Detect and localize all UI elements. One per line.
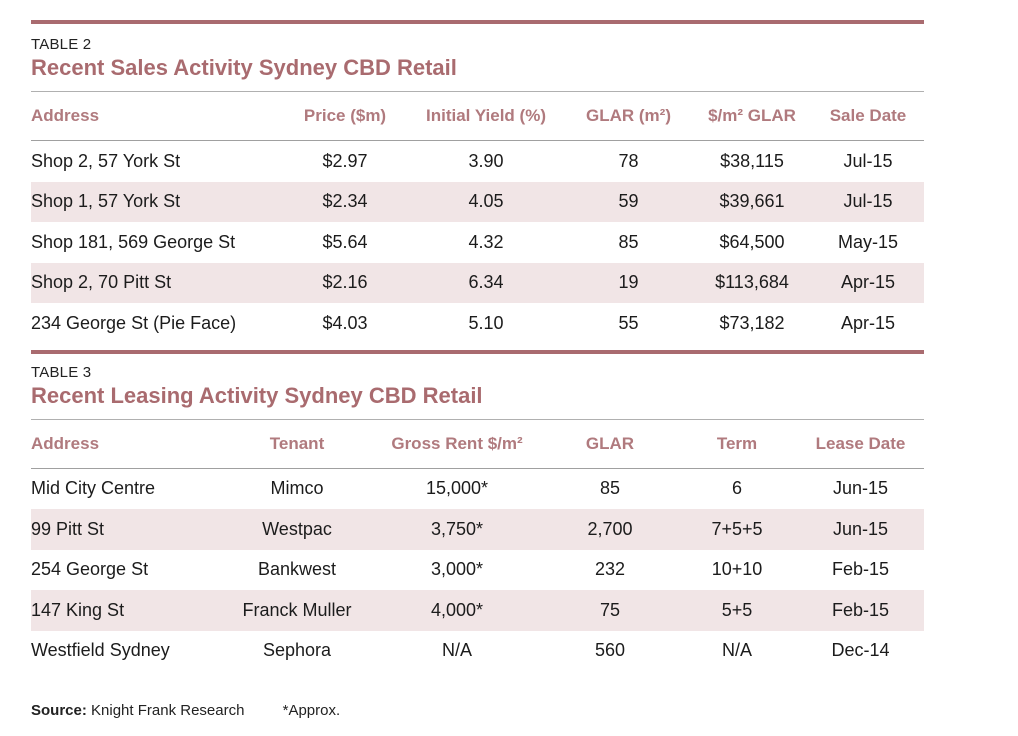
table2-cell-sale-date: Jul-15 [843, 150, 893, 171]
table2-cell-yield: 3.90 [468, 150, 504, 171]
table3-title-rule [31, 418, 924, 420]
table3-cell-address: 147 King St [31, 590, 223, 631]
table3-cell-tenant: Bankwest [257, 559, 337, 580]
table-row: Mid City Centre Mimco 15,000* 85 6 Jun-1… [31, 468, 924, 509]
table2-cell-rate: $64,500 [719, 231, 785, 252]
table3-cell-gross-rent: 3,000* [430, 559, 484, 580]
table2-col-address: Address [31, 106, 100, 125]
table3-col-gross-rent: Gross Rent $/m² [391, 433, 523, 453]
tables-container: TABLE 2 Recent Sales Activity Sydney CBD… [31, 20, 924, 671]
table3-cell-lease-date: Feb-15 [797, 590, 924, 631]
table-row: 99 Pitt St Westpac 3,750* 2,700 7+5+5 Ju… [31, 509, 924, 550]
table-row: Shop 2, 70 Pitt St $2.16 6.34 19 $113,68… [31, 262, 924, 303]
table3-col-glar: GLAR [585, 433, 635, 453]
table2-cell-rate: $73,182 [719, 312, 785, 333]
table2-cell-address: 234 George St (Pie Face) [31, 312, 237, 333]
table2-col-price: Price ($m) [303, 106, 387, 125]
table3-cell-glar: 232 [594, 559, 626, 580]
table3-cell-gross-rent: N/A [441, 640, 472, 661]
table-row: Shop 1, 57 York St $2.34 4.05 59 $39,661… [31, 181, 924, 222]
table2-cell-rate: $39,661 [692, 181, 812, 222]
table2-label: TABLE 2 [31, 36, 92, 53]
table3-col-address: Address [31, 433, 100, 453]
table3-cell-term: 6 [731, 478, 742, 499]
table2-col-rate: $/m² GLAR [708, 106, 796, 125]
table2-title-rule [31, 91, 924, 92]
table-row: Westfield Sydney Sephora N/A 560 N/A Dec… [31, 631, 924, 672]
table3-leasing: Address Tenant Gross Rent $/m² GLAR Term… [31, 420, 924, 672]
table3-header-row: Address Tenant Gross Rent $/m² GLAR Term… [31, 420, 924, 468]
table3-title: Recent Leasing Activity Sydney CBD Retai… [31, 382, 483, 408]
table-divider-rule [31, 349, 924, 354]
table2-title: Recent Sales Activity Sydney CBD Retail [31, 55, 457, 80]
table3-cell-glar: 560 [594, 640, 626, 661]
table3-cell-term: 10+10 [711, 559, 763, 580]
table3-cell-lease-date: Dec-14 [831, 640, 890, 661]
table2-header-row: Address Price ($m) Initial Yield (%) GLA… [31, 92, 924, 141]
table2-cell-yield: 4.32 [468, 231, 504, 252]
table2-cell-address: Shop 2, 57 York St [31, 150, 181, 171]
table2-cell-sale-date: Jul-15 [812, 181, 924, 222]
table3-cell-term: 7+5+5 [677, 509, 797, 550]
table2-cell-glar: 55 [618, 312, 639, 333]
table3-cell-tenant: Franck Muller [223, 590, 371, 631]
table2-sales: Address Price ($m) Initial Yield (%) GLA… [31, 92, 924, 344]
table2-cell-rate: $38,115 [720, 150, 784, 171]
table2-cell-sale-date: Apr-15 [840, 312, 896, 333]
table-row: 147 King St Franck Muller 4,000* 75 5+5 … [31, 590, 924, 631]
table2-col-sale-date: Sale Date [829, 106, 907, 125]
table-row: 254 George St Bankwest 3,000* 232 10+10 … [31, 550, 924, 591]
table3-cell-term: 5+5 [677, 590, 797, 631]
table3-col-lease-date: Lease Date [815, 433, 906, 453]
table2-cell-price: $2.34 [283, 181, 407, 222]
table2-cell-price: $2.16 [283, 262, 407, 303]
table3-cell-gross-rent: 15,000* [425, 478, 489, 499]
table3-cell-glar: 85 [599, 478, 621, 499]
table2-cell-yield: 4.05 [407, 181, 565, 222]
table3-cell-tenant: Sephora [262, 640, 332, 661]
table3-cell-lease-date: Jun-15 [797, 509, 924, 550]
table2-cell-address: Shop 181, 569 George St [31, 231, 236, 252]
table3-label: TABLE 3 [31, 363, 92, 381]
table3-cell-glar: 2,700 [543, 509, 677, 550]
table3-cell-tenant: Mimco [270, 478, 324, 499]
footer-note: Source: Knight Frank Research *Approx. [31, 702, 340, 719]
table2-cell-price: $5.64 [322, 231, 368, 252]
table3-cell-glar: 75 [543, 590, 677, 631]
table3-cell-address: 254 George St [31, 559, 149, 580]
table3-cell-address: Mid City Centre [31, 478, 156, 499]
table2-cell-yield: 6.34 [407, 262, 565, 303]
table2-cell-glar: 19 [565, 262, 692, 303]
top-rule [31, 20, 924, 24]
table3-cell-address: 99 Pitt St [31, 509, 223, 550]
table3-cell-gross-rent: 3,750* [371, 509, 543, 550]
table-row: 234 George St (Pie Face) $4.03 5.10 55 $… [31, 303, 924, 344]
table3-col-term: Term [716, 433, 758, 453]
table3-col-tenant: Tenant [269, 433, 325, 453]
table3-cell-lease-date: Jun-15 [832, 478, 889, 499]
table2-col-glar: GLAR (m²) [586, 106, 671, 125]
table2-cell-glar: 78 [618, 150, 639, 171]
table2-cell-price: $2.97 [322, 150, 368, 171]
table-row: Shop 2, 57 York St $2.97 3.90 78 $38,115… [31, 141, 924, 182]
table2-cell-rate: $113,684 [692, 262, 812, 303]
source-label: Source: [31, 702, 87, 719]
table2-cell-address: Shop 1, 57 York St [31, 181, 283, 222]
table3-cell-term: N/A [721, 640, 752, 661]
table2-col-yield: Initial Yield (%) [426, 106, 546, 125]
table2-cell-glar: 85 [618, 231, 639, 252]
table2-cell-glar: 59 [565, 181, 692, 222]
table2-cell-price: $4.03 [322, 312, 368, 333]
approx-note: *Approx. [282, 702, 341, 719]
source-text: Knight Frank Research [91, 702, 245, 719]
table2-cell-yield: 5.10 [468, 312, 504, 333]
table3-cell-tenant: Westpac [223, 509, 371, 550]
table2-cell-sale-date: May-15 [837, 231, 899, 252]
table-row: Shop 181, 569 George St $5.64 4.32 85 $6… [31, 222, 924, 263]
table3-cell-gross-rent: 4,000* [371, 590, 543, 631]
table2-cell-sale-date: Apr-15 [812, 262, 924, 303]
table3-cell-lease-date: Feb-15 [831, 559, 890, 580]
table3-cell-address: Westfield Sydney [31, 640, 170, 661]
table2-cell-address: Shop 2, 70 Pitt St [31, 262, 283, 303]
